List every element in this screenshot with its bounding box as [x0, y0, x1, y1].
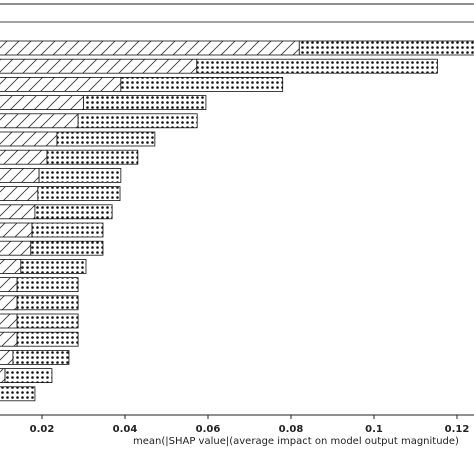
bar-segment [0, 186, 39, 202]
bar-segment [0, 349, 14, 365]
bar-segment [4, 368, 53, 384]
bar-segment [16, 277, 79, 293]
bar-segment [0, 40, 300, 56]
bar-segment [0, 222, 33, 238]
bar-segment [16, 331, 79, 347]
bar-segment [46, 149, 139, 165]
bar-segment [0, 95, 84, 110]
bar-segment [56, 131, 156, 147]
bar-segment [0, 167, 40, 183]
bar-segment [0, 313, 18, 329]
bar-segment [0, 331, 18, 347]
bar-segment [196, 58, 438, 74]
bar-segment [0, 204, 36, 220]
bar-segment [34, 204, 113, 220]
bar-segment [31, 222, 104, 238]
bar-segment [0, 368, 6, 384]
bar-segment [0, 240, 32, 256]
x-axis-label: mean(|SHAP value|(average impact on mode… [133, 436, 459, 447]
x-tick-label: 0.08 [279, 424, 304, 435]
bar-segment [20, 258, 87, 274]
bar-segment [298, 40, 474, 56]
bar-segment [37, 186, 121, 202]
bar-segment [0, 386, 36, 402]
bar-segment [38, 167, 122, 183]
bar-segment [77, 113, 198, 129]
bar-segment [30, 240, 104, 256]
bar-segment [0, 258, 22, 274]
bar-segment [0, 131, 58, 147]
bar-segment [0, 77, 122, 92]
bar-segment [120, 77, 284, 92]
bar-segment [0, 113, 79, 129]
bar-segment [0, 58, 198, 74]
bar-segment [16, 295, 79, 311]
bar-segment [16, 313, 79, 329]
bar-segment [12, 349, 70, 365]
bar-segment [83, 95, 207, 110]
bar-segment [0, 295, 18, 311]
bar-segment [0, 277, 18, 293]
x-tick-label: 0.12 [445, 424, 470, 435]
x-tick-label: 0.1 [365, 424, 383, 435]
x-tick-label: 0.04 [113, 424, 138, 435]
bar-segment [0, 149, 48, 165]
x-tick-label: 0.06 [196, 424, 221, 435]
x-tick-label: 0.02 [30, 424, 55, 435]
